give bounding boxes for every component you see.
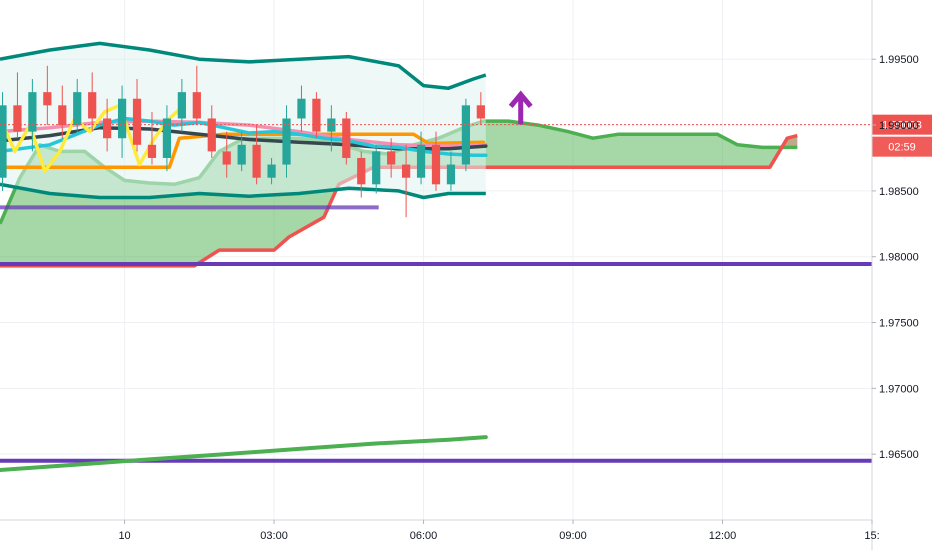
candle-body-27 xyxy=(401,164,411,178)
candle-body-8 xyxy=(117,98,127,139)
candle-body-15 xyxy=(222,151,231,165)
candlesticks xyxy=(0,65,485,218)
current-price-line: 1.99003 02:59 xyxy=(0,114,932,157)
candle-body-6 xyxy=(88,92,97,119)
bollinger-upper-line xyxy=(0,41,487,90)
candle-body-25 xyxy=(372,151,381,185)
candle-body-13 xyxy=(192,92,201,119)
candle-body-2 xyxy=(28,92,37,132)
bollinger-lower-line xyxy=(0,182,486,200)
candle-body-5 xyxy=(73,92,82,126)
y-tick-label-1: 1.99000 xyxy=(879,120,919,132)
x-tick-label-3: 09:00 xyxy=(559,530,587,542)
candle-body-22 xyxy=(327,118,336,132)
x-tick-label-4: 12:00 xyxy=(709,530,737,542)
candle-body-21 xyxy=(312,98,321,132)
x-tick-label-1: 03:00 xyxy=(260,530,288,542)
current-price-badge xyxy=(872,114,932,135)
candle-body-3 xyxy=(43,92,52,106)
candle-body-10 xyxy=(147,144,157,158)
candle-body-12 xyxy=(177,92,186,119)
candle-body-18 xyxy=(267,164,276,178)
signal-arrow xyxy=(508,90,533,125)
countdown-badge xyxy=(872,136,932,157)
candle-body-26 xyxy=(387,151,396,165)
x-tick-label-5: 15: xyxy=(864,530,879,542)
candle-body-11 xyxy=(162,118,172,158)
candle-body-31 xyxy=(461,105,471,165)
candle-body-1 xyxy=(13,105,22,132)
current-price-label: 1.99003 xyxy=(882,120,922,132)
arrow-up-head xyxy=(508,90,533,109)
candle-body-16 xyxy=(237,144,246,165)
y-tick-label-6: 1.96500 xyxy=(879,449,919,461)
candle-body-7 xyxy=(103,118,112,139)
y-tick-label-4: 1.97500 xyxy=(879,318,919,330)
candle-body-0 xyxy=(0,105,7,178)
candle-body-17 xyxy=(252,144,261,178)
candle-body-32 xyxy=(476,105,485,119)
ma-green-lower-line xyxy=(0,435,488,472)
candle-body-4 xyxy=(58,105,67,126)
x-tick-label-0: 10 xyxy=(118,530,130,542)
y-tick-label-5: 1.97000 xyxy=(879,383,919,395)
countdown-label: 02:59 xyxy=(888,142,916,154)
candle-body-9 xyxy=(132,98,142,145)
ma-orange-line xyxy=(0,132,486,169)
candle-body-30 xyxy=(446,164,456,185)
candle-body-19 xyxy=(282,118,291,165)
candle-body-23 xyxy=(342,118,351,158)
candle-body-29 xyxy=(431,144,441,185)
candle-body-14 xyxy=(207,118,216,152)
x-tick-label-2: 06:00 xyxy=(410,530,438,542)
y-tick-label-0: 1.99500 xyxy=(879,54,919,66)
y-tick-label-2: 1.98500 xyxy=(879,186,919,198)
candle-body-24 xyxy=(357,157,366,185)
candle-body-28 xyxy=(416,144,426,178)
y-tick-label-3: 1.98000 xyxy=(879,252,919,264)
cloud-fill xyxy=(0,121,798,266)
candle-body-20 xyxy=(297,98,306,119)
